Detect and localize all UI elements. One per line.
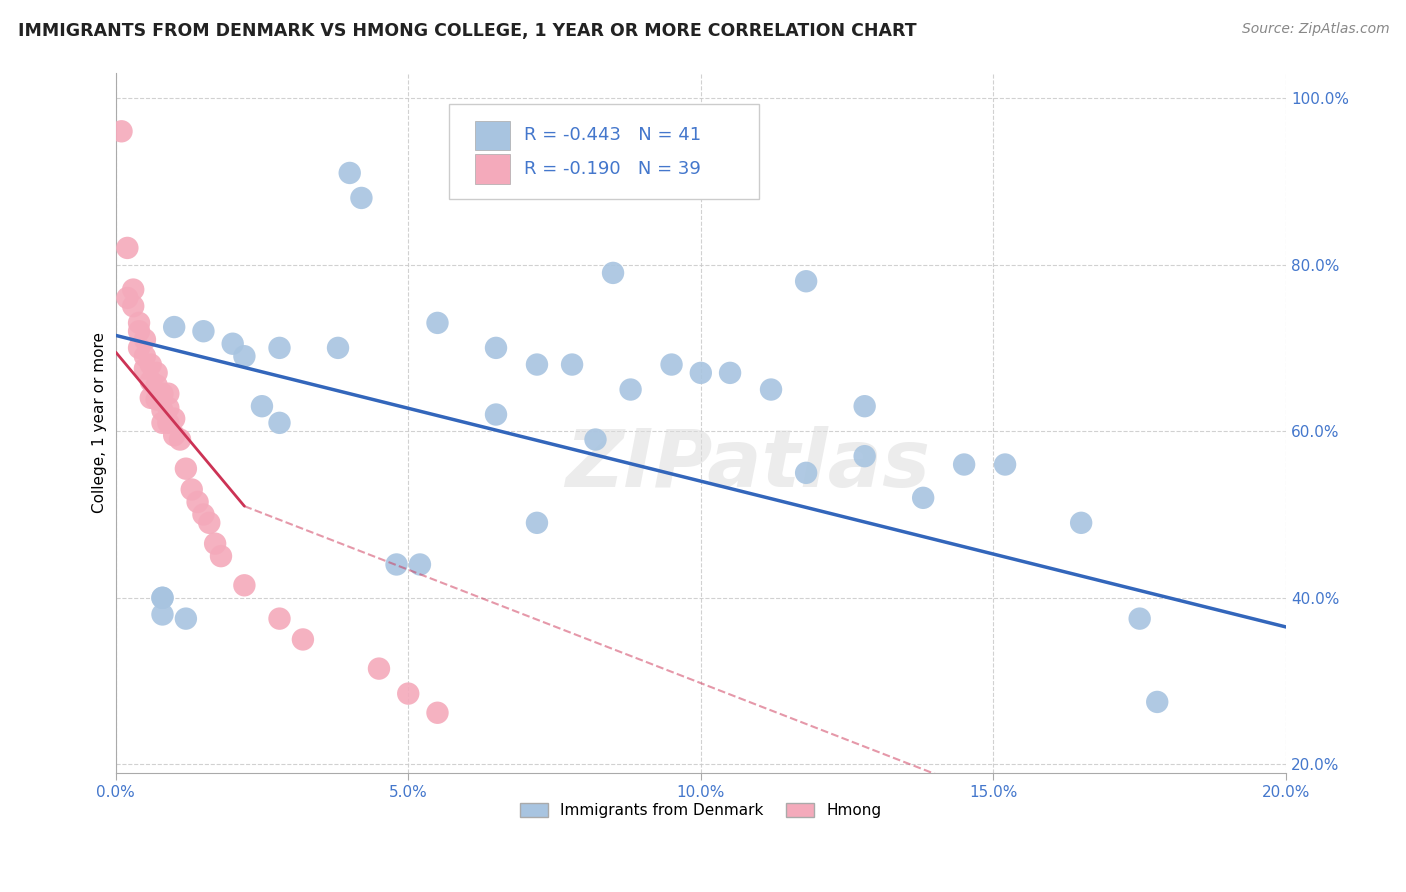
Text: IMMIGRANTS FROM DENMARK VS HMONG COLLEGE, 1 YEAR OR MORE CORRELATION CHART: IMMIGRANTS FROM DENMARK VS HMONG COLLEGE… [18, 22, 917, 40]
Point [169, 433, 191, 447]
Point [953, 458, 976, 472]
Point [152, 403, 174, 417]
Point [128, 324, 150, 338]
Point [209, 549, 232, 563]
Point [368, 662, 391, 676]
Point [426, 706, 449, 720]
Point [912, 491, 935, 505]
Point [134, 361, 156, 376]
Text: R = -0.443   N = 41: R = -0.443 N = 41 [524, 127, 702, 145]
Point [117, 291, 139, 305]
Point [198, 516, 221, 530]
Point [718, 366, 741, 380]
Point [994, 458, 1017, 472]
Point [250, 399, 273, 413]
Point [139, 374, 162, 388]
Point [485, 408, 508, 422]
Text: ZIPatlas: ZIPatlas [565, 425, 931, 504]
Text: Source: ZipAtlas.com: Source: ZipAtlas.com [1241, 22, 1389, 37]
Point [853, 449, 876, 463]
Point [180, 483, 202, 497]
Point [853, 399, 876, 413]
Point [163, 320, 186, 334]
Point [152, 416, 174, 430]
Point [163, 428, 186, 442]
Point [602, 266, 624, 280]
FancyBboxPatch shape [475, 120, 510, 150]
Point [174, 612, 197, 626]
Point [269, 612, 291, 626]
Point [152, 386, 174, 401]
Point [350, 191, 373, 205]
Point [426, 316, 449, 330]
Point [117, 241, 139, 255]
Point [1146, 695, 1168, 709]
Point [759, 383, 782, 397]
Point [794, 466, 817, 480]
Point [193, 324, 215, 338]
Point [385, 558, 408, 572]
Point [152, 591, 174, 605]
Point [526, 358, 548, 372]
Y-axis label: College, 1 year or more: College, 1 year or more [93, 333, 107, 514]
Point [122, 299, 145, 313]
Point [794, 274, 817, 288]
Point [157, 386, 180, 401]
Point [163, 411, 186, 425]
Point [561, 358, 583, 372]
Point [661, 358, 683, 372]
Point [585, 433, 607, 447]
Point [233, 349, 256, 363]
Point [269, 341, 291, 355]
Point [339, 166, 361, 180]
Point [152, 591, 174, 605]
Point [157, 401, 180, 415]
Point [152, 607, 174, 622]
Point [409, 558, 432, 572]
Point [145, 378, 167, 392]
Point [620, 383, 643, 397]
Point [187, 495, 209, 509]
Point [291, 632, 314, 647]
Point [128, 341, 150, 355]
Point [456, 166, 478, 180]
Point [1070, 516, 1092, 530]
Point [110, 124, 132, 138]
Legend: Immigrants from Denmark, Hmong: Immigrants from Denmark, Hmong [515, 797, 887, 824]
Point [128, 316, 150, 330]
Point [602, 166, 624, 180]
Text: R = -0.190   N = 39: R = -0.190 N = 39 [524, 160, 702, 178]
Point [221, 336, 243, 351]
Point [269, 416, 291, 430]
Point [204, 536, 226, 550]
Point [139, 358, 162, 372]
Point [139, 391, 162, 405]
Point [145, 366, 167, 380]
Point [122, 283, 145, 297]
Point [145, 392, 167, 407]
Point [134, 349, 156, 363]
FancyBboxPatch shape [475, 154, 510, 184]
Point [134, 333, 156, 347]
Point [689, 366, 711, 380]
Point [396, 687, 419, 701]
FancyBboxPatch shape [449, 104, 759, 199]
Point [485, 341, 508, 355]
Point [233, 578, 256, 592]
Point [1129, 612, 1152, 626]
Point [326, 341, 349, 355]
Point [193, 508, 215, 522]
Point [526, 516, 548, 530]
Point [174, 461, 197, 475]
Point [157, 416, 180, 430]
